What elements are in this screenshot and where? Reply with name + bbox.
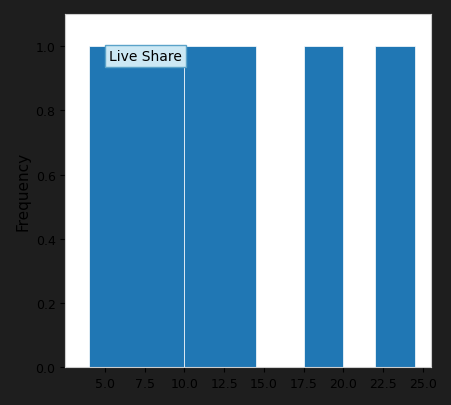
Bar	[89, 47, 184, 367]
Text: Live Share: Live Share	[109, 50, 182, 64]
Bar	[374, 47, 414, 367]
Y-axis label: Frequency: Frequency	[15, 152, 30, 230]
Bar	[184, 47, 255, 367]
Bar	[303, 47, 343, 367]
